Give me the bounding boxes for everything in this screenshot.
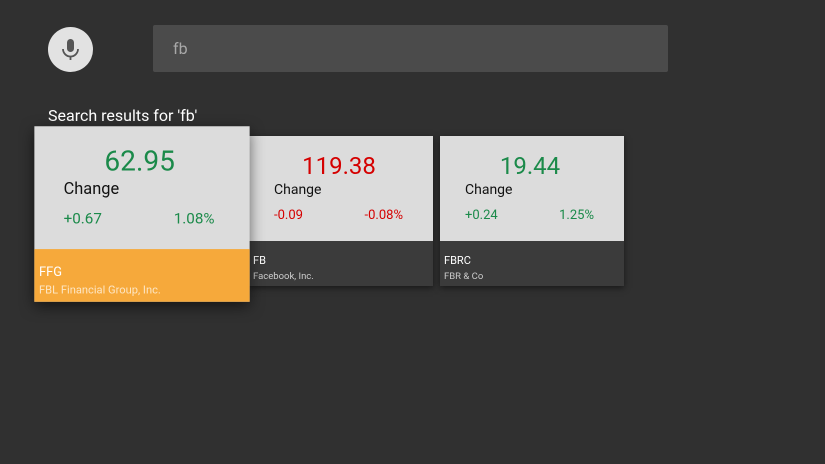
- price: 119.38: [302, 152, 376, 180]
- search-query: fb: [173, 39, 188, 58]
- change: +0.24: [465, 208, 498, 223]
- result-card[interactable]: 62.95 Change +0.67 1.08% FFG FBL Financi…: [34, 126, 250, 302]
- search-box[interactable]: fb: [153, 25, 668, 72]
- change: -0.09: [274, 208, 303, 223]
- percent: 1.25%: [559, 208, 594, 223]
- symbol: FFG: [39, 264, 63, 280]
- card-footer: FBRC FBR & Co: [440, 241, 624, 286]
- symbol: FB: [253, 254, 266, 267]
- mic-button[interactable]: [48, 27, 93, 72]
- company-name: FBR & Co: [444, 271, 484, 282]
- card-footer: FFG FBL Financial Group, Inc.: [34, 249, 250, 302]
- symbol: FBRC: [444, 254, 471, 267]
- percent: -0.08%: [364, 208, 403, 223]
- result-card[interactable]: 19.44 Change +0.24 1.25% FBRC FBR & Co: [440, 136, 624, 286]
- change-label: Change: [465, 182, 513, 198]
- card-footer: FB Facebook, Inc.: [249, 241, 433, 286]
- results-heading: Search results for 'fb': [48, 106, 198, 125]
- change: +0.67: [63, 210, 102, 229]
- change-label: Change: [63, 180, 120, 199]
- company-name: Facebook, Inc.: [253, 271, 314, 282]
- price: 19.44: [499, 152, 561, 180]
- price: 62.95: [104, 144, 175, 178]
- change-label: Change: [274, 182, 322, 198]
- percent: 1.08%: [173, 210, 215, 229]
- company-name: FBL Financial Group, Inc.: [39, 284, 161, 298]
- result-card[interactable]: 119.38 Change -0.09 -0.08% FB Facebook, …: [249, 136, 433, 286]
- mic-icon: [62, 39, 79, 60]
